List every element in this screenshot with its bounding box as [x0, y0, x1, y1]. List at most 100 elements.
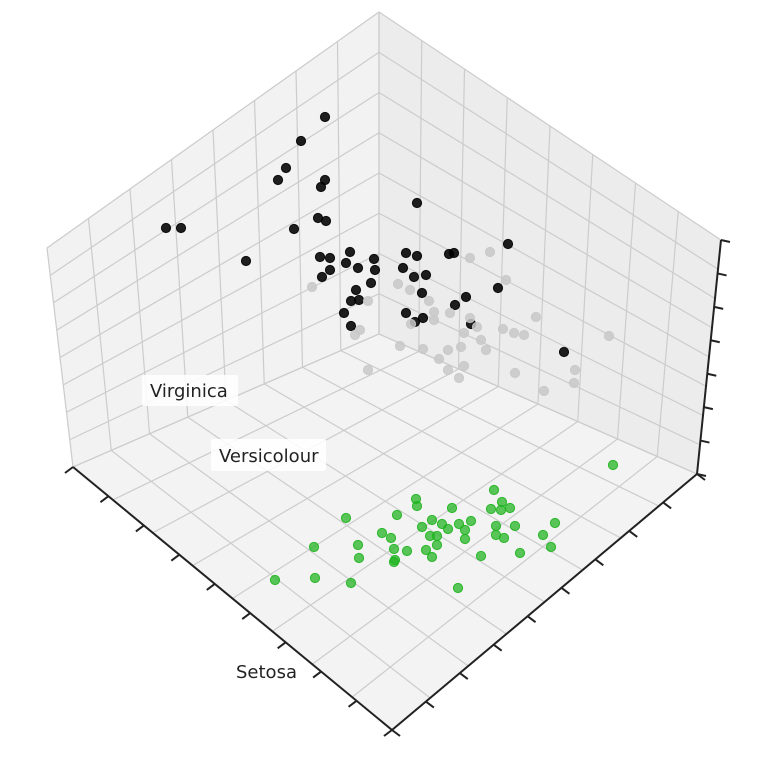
data-point: [442, 344, 454, 356]
data-point: [408, 271, 420, 283]
y-axis-tick: [560, 586, 571, 595]
z-axis-tick: [703, 406, 714, 411]
data-point: [446, 502, 458, 514]
x-axis-tick: [64, 466, 74, 474]
data-point: [537, 529, 549, 541]
data-point: [405, 318, 417, 330]
y-axis-tick: [493, 643, 503, 652]
floor-grid-line: [225, 399, 545, 603]
label-virginica: Virginica: [142, 375, 238, 406]
data-point: [453, 372, 465, 384]
data-point: [603, 330, 615, 342]
data-point: [400, 247, 412, 259]
data-point: [324, 264, 336, 276]
z-axis-tick: [720, 239, 731, 243]
data-point: [280, 162, 292, 174]
left-pane-grid-line: [49, 51, 380, 276]
data-point: [269, 574, 281, 586]
data-point: [369, 264, 381, 276]
data-point: [362, 295, 374, 307]
data-point: [340, 512, 352, 524]
data-point: [417, 343, 429, 355]
data-point: [558, 346, 570, 358]
data-point: [411, 500, 423, 512]
cluster-label-virginica: Virginica: [150, 381, 228, 402]
z-axis-tick: [717, 272, 727, 277]
y-axis-tick: [594, 558, 604, 567]
data-point: [458, 360, 470, 372]
data-point: [433, 353, 445, 365]
data-point: [352, 539, 364, 551]
cluster-label-versicolour: Versicolour: [219, 446, 319, 467]
left-pane-grid-line: [295, 70, 304, 368]
data-point: [453, 518, 465, 530]
left-pane-grid-line: [56, 132, 380, 331]
data-point: [444, 307, 456, 319]
data-point: [394, 340, 406, 352]
data-point: [320, 215, 332, 227]
data-point: [568, 377, 580, 389]
data-point: [504, 502, 516, 514]
data-point: [353, 294, 365, 306]
data-point: [480, 344, 492, 356]
data-point: [455, 341, 467, 353]
z-axis-tick: [710, 339, 720, 344]
data-point: [417, 312, 429, 324]
floor-grid-line: [340, 350, 660, 507]
data-point: [459, 524, 471, 536]
data-point: [272, 174, 284, 186]
data-point: [459, 533, 471, 545]
data-point: [385, 532, 397, 544]
floor-grid-line: [351, 456, 658, 698]
data-point: [464, 312, 476, 324]
right-pane-grid-line: [378, 91, 716, 300]
label-setosa: Setosa: [236, 662, 297, 683]
data-point: [423, 295, 435, 307]
floor-grid-line: [263, 383, 583, 571]
data-point: [442, 523, 454, 535]
data-point: [353, 552, 365, 564]
label-box-versicolour: [211, 439, 326, 471]
data-point: [475, 334, 487, 346]
data-point: [344, 246, 356, 258]
data-point: [495, 504, 507, 516]
data-point: [442, 364, 454, 376]
x-axis-tick: [170, 553, 180, 562]
grid-lines: [46, 11, 722, 731]
data-point: [404, 284, 416, 296]
label-box-virginica: [142, 375, 238, 406]
data-point: [420, 544, 432, 556]
data-point: [431, 539, 443, 551]
data-point: [514, 547, 526, 559]
data-point: [315, 181, 327, 193]
data-point: [240, 255, 252, 267]
data-points: [160, 111, 619, 594]
data-point: [340, 257, 352, 269]
x-axis-tick: [99, 495, 110, 504]
data-point: [508, 327, 520, 339]
data-point: [388, 556, 400, 568]
data-point: [492, 282, 504, 294]
data-point: [471, 321, 483, 333]
right-pane-grid-line: [378, 51, 719, 270]
data-point: [498, 532, 510, 544]
floor-grid-line: [311, 438, 618, 665]
data-point: [545, 541, 557, 553]
data-point: [452, 582, 464, 594]
data-point: [376, 527, 388, 539]
right-pane-grid-line: [378, 132, 713, 329]
label-versicolour: Versicolour: [211, 439, 326, 471]
data-point: [488, 484, 500, 496]
data-point: [497, 323, 509, 335]
z-axis-tick: [696, 473, 707, 477]
data-point: [485, 503, 497, 515]
data-point: [352, 262, 364, 274]
data-point: [549, 517, 561, 529]
floor-grid-line: [378, 333, 698, 475]
left-pane-grid-line: [253, 100, 265, 384]
data-point: [295, 135, 307, 147]
data-point: [530, 311, 542, 323]
floor-grid-line: [302, 366, 622, 539]
data-point: [607, 459, 619, 471]
data-point: [448, 247, 460, 259]
